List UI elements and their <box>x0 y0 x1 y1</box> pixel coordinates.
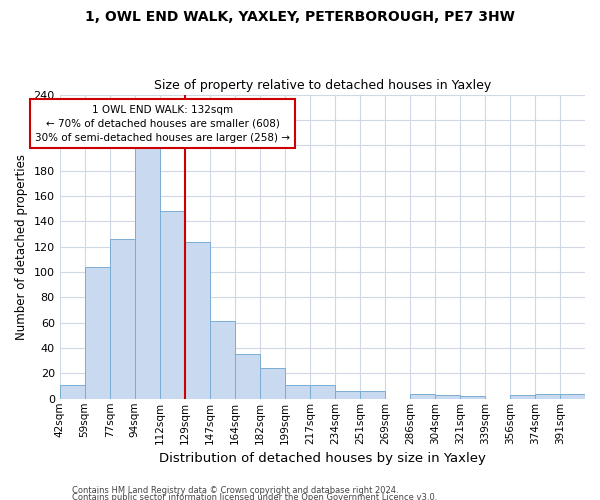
Y-axis label: Number of detached properties: Number of detached properties <box>15 154 28 340</box>
Bar <box>160 211 185 399</box>
Bar <box>85 267 110 399</box>
Bar <box>210 322 235 399</box>
Bar <box>110 239 135 399</box>
Bar <box>185 242 210 399</box>
Bar <box>535 394 560 399</box>
Bar <box>285 385 310 399</box>
Bar <box>59 385 85 399</box>
Text: Contains public sector information licensed under the Open Government Licence v3: Contains public sector information licen… <box>72 494 437 500</box>
Title: Size of property relative to detached houses in Yaxley: Size of property relative to detached ho… <box>154 79 491 92</box>
Bar <box>260 368 285 399</box>
Bar <box>460 396 485 399</box>
Text: 1 OWL END WALK: 132sqm
← 70% of detached houses are smaller (608)
30% of semi-de: 1 OWL END WALK: 132sqm ← 70% of detached… <box>35 104 290 142</box>
Text: 1, OWL END WALK, YAXLEY, PETERBOROUGH, PE7 3HW: 1, OWL END WALK, YAXLEY, PETERBOROUGH, P… <box>85 10 515 24</box>
X-axis label: Distribution of detached houses by size in Yaxley: Distribution of detached houses by size … <box>159 452 486 465</box>
Bar <box>310 385 335 399</box>
Bar <box>510 395 535 399</box>
Bar <box>335 391 360 399</box>
Bar <box>360 391 385 399</box>
Bar <box>435 395 460 399</box>
Bar <box>235 354 260 399</box>
Bar <box>560 394 585 399</box>
Bar <box>135 148 160 399</box>
Bar <box>410 394 435 399</box>
Text: Contains HM Land Registry data © Crown copyright and database right 2024.: Contains HM Land Registry data © Crown c… <box>72 486 398 495</box>
